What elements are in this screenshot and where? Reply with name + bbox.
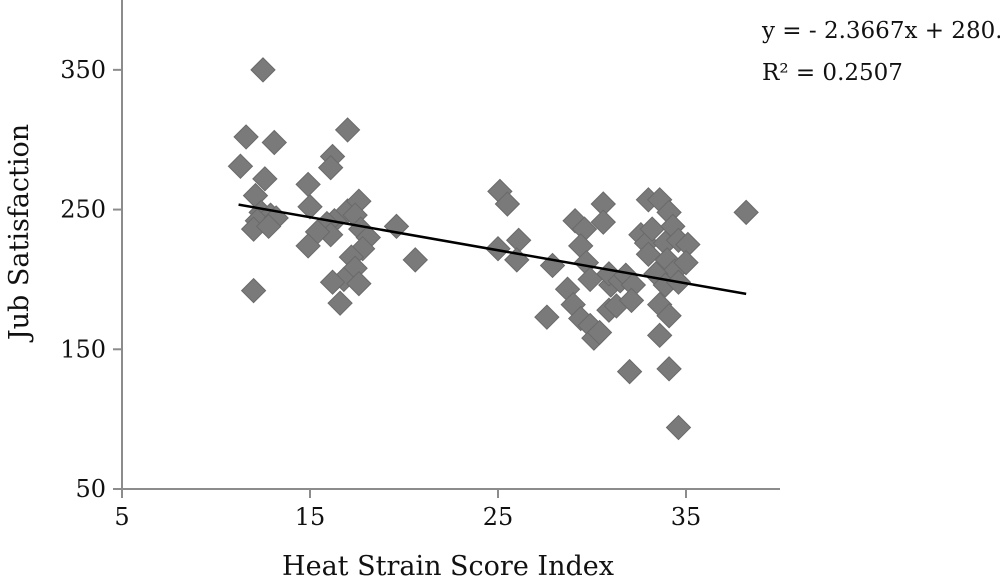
data-point xyxy=(590,209,616,235)
data-point xyxy=(494,191,521,217)
y-tick-label: 50 xyxy=(75,475,106,503)
data-point xyxy=(562,208,588,234)
trendline-equation: y = - 2.3667x + 280.04 xyxy=(761,18,1000,44)
data-point xyxy=(252,166,278,192)
data-point xyxy=(656,356,682,382)
data-point xyxy=(233,124,259,150)
axes xyxy=(121,0,780,490)
x-tick-label: 15 xyxy=(295,503,326,531)
data-point xyxy=(656,303,682,329)
data-point xyxy=(539,252,566,279)
y-tick-label: 250 xyxy=(60,196,106,224)
data-point xyxy=(295,233,321,259)
data-point xyxy=(586,319,613,346)
y-axis-title: Jub Satisfaction xyxy=(4,124,35,343)
data-points xyxy=(227,57,759,441)
x-tick-label: 35 xyxy=(671,503,702,531)
data-point xyxy=(618,287,645,314)
data-point xyxy=(346,270,372,297)
data-point xyxy=(317,154,344,181)
data-point xyxy=(227,153,254,179)
data-point xyxy=(334,117,361,143)
data-point xyxy=(261,129,287,156)
trendline xyxy=(238,203,747,296)
data-point xyxy=(616,358,643,385)
x-tick-label: 5 xyxy=(114,503,129,531)
axis-ticks: 5 15 25 35 50 150 250 350 xyxy=(60,56,701,531)
r-squared-label: R² = 0.2507 xyxy=(762,60,903,86)
data-point xyxy=(319,269,346,295)
trendline-layer xyxy=(238,203,747,296)
data-point xyxy=(250,57,276,83)
x-axis-title: Heat Strain Score Index xyxy=(282,551,614,582)
data-point xyxy=(635,241,662,267)
data-point xyxy=(295,171,321,198)
data-point xyxy=(240,277,267,304)
data-point xyxy=(673,249,699,276)
y-tick-label: 350 xyxy=(60,56,106,84)
data-point xyxy=(297,194,323,220)
data-point xyxy=(733,199,759,226)
data-point xyxy=(327,290,353,316)
data-point xyxy=(665,414,692,441)
data-point xyxy=(485,235,511,262)
data-point xyxy=(646,322,673,349)
data-point xyxy=(577,266,603,293)
y-tick-label: 150 xyxy=(60,335,106,363)
data-point xyxy=(534,304,560,330)
x-tick-label: 25 xyxy=(483,503,514,531)
data-point xyxy=(255,213,282,240)
data-point xyxy=(402,247,428,273)
data-point xyxy=(639,216,665,242)
